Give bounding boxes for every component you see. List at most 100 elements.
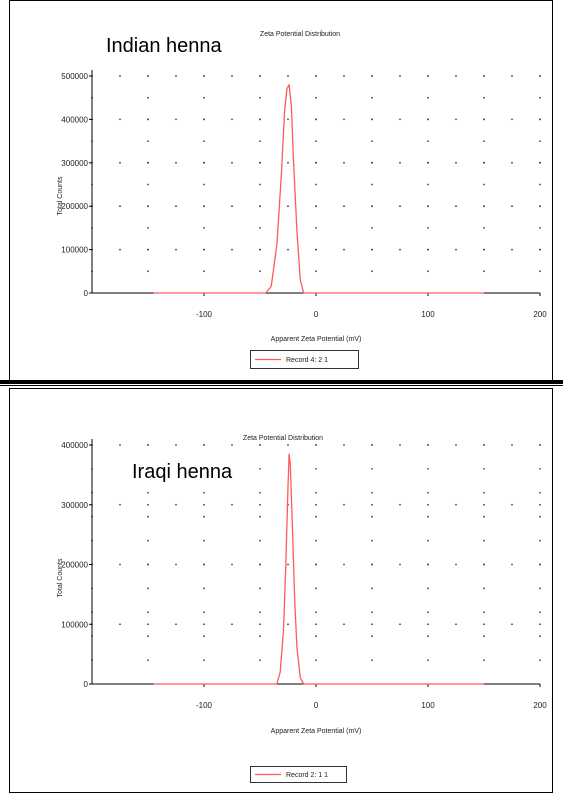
y-tick-label: 200000 bbox=[61, 561, 88, 570]
grid-dot bbox=[343, 248, 345, 251]
grid-dot bbox=[371, 161, 373, 164]
grid-dot bbox=[259, 248, 261, 251]
grid-dot bbox=[147, 444, 149, 446]
grid-dot bbox=[203, 270, 205, 273]
grid-dot bbox=[371, 503, 373, 506]
grid-dot bbox=[483, 118, 485, 121]
grid-dot bbox=[147, 659, 149, 661]
grid-dot bbox=[539, 248, 541, 251]
y-tick-label: 500000 bbox=[61, 72, 88, 81]
grid-dot bbox=[287, 563, 289, 566]
grid-dot bbox=[315, 75, 317, 77]
grid-dot bbox=[175, 444, 177, 446]
grid-dot bbox=[483, 248, 485, 251]
grid-dot bbox=[287, 444, 289, 446]
grid-dot bbox=[203, 491, 205, 494]
grid-dot bbox=[175, 248, 177, 251]
grid-dot bbox=[539, 140, 541, 143]
grid-dot bbox=[427, 444, 429, 446]
grid-dot bbox=[483, 227, 485, 229]
panel-divider-thin bbox=[0, 385, 563, 386]
grid-dot bbox=[259, 205, 261, 208]
grid-dot bbox=[203, 587, 205, 590]
grid-dot bbox=[539, 587, 541, 590]
grid-dot bbox=[399, 75, 401, 77]
grid-dot bbox=[259, 635, 261, 638]
grid-dot bbox=[259, 140, 261, 143]
chart-title: Zeta Potential Distribution bbox=[243, 435, 323, 442]
grid-dot bbox=[259, 491, 261, 494]
grid-dot bbox=[231, 118, 233, 121]
grid-dot bbox=[343, 205, 345, 208]
grid-dot bbox=[343, 444, 345, 446]
grid-dot bbox=[315, 205, 317, 208]
grid-dot bbox=[231, 503, 233, 506]
grid-dot bbox=[539, 183, 541, 186]
grid-dot bbox=[371, 587, 373, 590]
grid-dot bbox=[539, 75, 541, 77]
grid-dot bbox=[259, 227, 261, 229]
grid-dot bbox=[427, 635, 429, 638]
y-axis-title: Total Counts bbox=[57, 176, 64, 215]
grid-dot bbox=[315, 515, 317, 518]
grid-dot bbox=[287, 248, 289, 251]
grid-dot bbox=[175, 161, 177, 164]
grid-dot bbox=[539, 491, 541, 494]
grid-dot bbox=[203, 118, 205, 121]
grid-dot bbox=[371, 623, 373, 626]
chart-iraqi-henna: Zeta Potential Distribution Iraqi henna … bbox=[9, 388, 553, 793]
grid-dot bbox=[539, 468, 541, 470]
grid-dot bbox=[231, 248, 233, 251]
grid-dot bbox=[371, 96, 373, 99]
grid-dot bbox=[483, 183, 485, 186]
grid-dot bbox=[371, 539, 373, 542]
grid-dot bbox=[511, 248, 513, 251]
x-tick-label: 0 bbox=[314, 310, 319, 319]
x-tick-label: 0 bbox=[314, 701, 319, 710]
grid-dot bbox=[427, 75, 429, 77]
grid-dot bbox=[119, 161, 121, 164]
grid-dot bbox=[371, 659, 373, 661]
grid-dot bbox=[259, 563, 261, 566]
grid-dot bbox=[455, 623, 457, 626]
grid-dot bbox=[483, 635, 485, 638]
chart-frame bbox=[9, 388, 553, 793]
grid-dot bbox=[427, 96, 429, 99]
x-tick-label: 100 bbox=[421, 701, 435, 710]
grid-dot bbox=[203, 227, 205, 229]
grid-dot bbox=[315, 587, 317, 590]
grid-dot bbox=[175, 563, 177, 566]
x-tick-label: 200 bbox=[533, 701, 547, 710]
grid-dot bbox=[539, 444, 541, 446]
grid-dot bbox=[119, 623, 121, 626]
grid-dot bbox=[315, 118, 317, 121]
grid-dot bbox=[175, 503, 177, 506]
grid-dot bbox=[203, 623, 205, 626]
grid-dot bbox=[511, 623, 513, 626]
grid-dot bbox=[399, 118, 401, 121]
grid-dot bbox=[399, 161, 401, 164]
grid-dot bbox=[147, 205, 149, 208]
grid-dot bbox=[259, 75, 261, 77]
grid-dot bbox=[119, 563, 121, 566]
grid-dot bbox=[483, 468, 485, 470]
grid-dot bbox=[203, 96, 205, 99]
grid-dot bbox=[539, 270, 541, 273]
grid-dot bbox=[203, 205, 205, 208]
x-axis-title: Apparent Zeta Potential (mV) bbox=[271, 728, 362, 735]
grid-dot bbox=[455, 248, 457, 251]
grid-dot bbox=[147, 635, 149, 638]
grid-dot bbox=[483, 205, 485, 208]
grid-dot bbox=[539, 659, 541, 661]
plot-area: 0 100000 200000 300000 400000 500000 -100 0 100 2… bbox=[61, 70, 547, 319]
grid-dot bbox=[147, 75, 149, 77]
grid-dot bbox=[455, 161, 457, 164]
grid-dot bbox=[371, 491, 373, 494]
grid-dot bbox=[427, 539, 429, 542]
grid-dot bbox=[259, 587, 261, 590]
grid-dot bbox=[203, 503, 205, 506]
grid-dot bbox=[371, 140, 373, 143]
grid-dot bbox=[371, 515, 373, 518]
grid-dot bbox=[427, 248, 429, 251]
grid-dot bbox=[259, 659, 261, 661]
